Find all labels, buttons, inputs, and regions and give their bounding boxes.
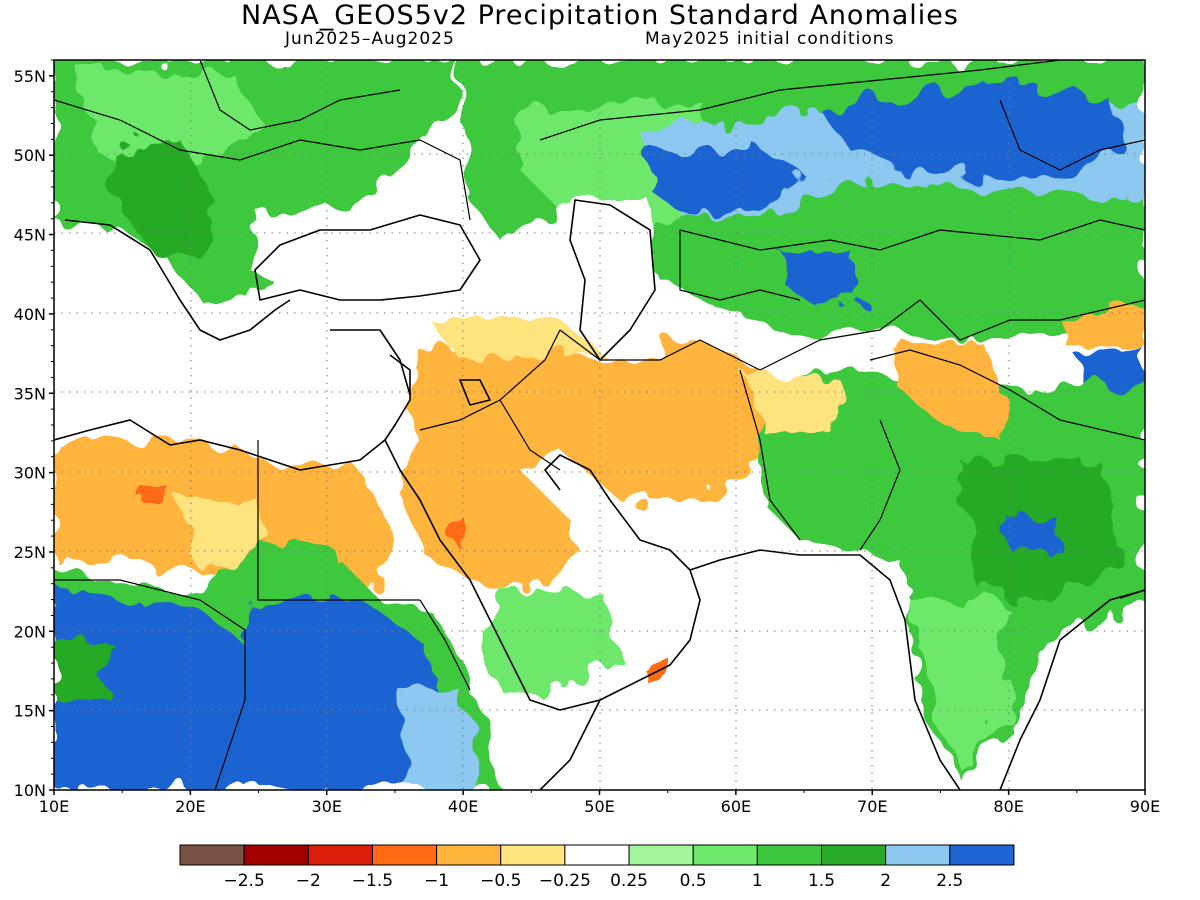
dry-region-tarim [1060, 300, 1145, 350]
colorbar: −2.5 −2 −1.5 −1 −0.5 −0.25 0.25 0.5 1 1.5 2 2.5 [179, 844, 1015, 891]
neutral-caspian [560, 200, 660, 360]
wet-region-yemen [480, 590, 620, 690]
colorbar-swatch [179, 844, 245, 866]
colorbar-label: 1 [752, 871, 763, 891]
wet-region-kazakh-blue [650, 150, 800, 215]
colorbar-swatch [628, 844, 694, 866]
colorbar-swatch [692, 844, 758, 866]
lon-label: 30E [312, 797, 342, 816]
lon-label: 50E [584, 797, 614, 816]
lat-label: 35N [14, 384, 46, 403]
lat-label: 50N [14, 146, 46, 165]
colorbar-label: −1.5 [352, 871, 393, 891]
colorbar-swatch [371, 844, 438, 866]
lat-label: 20N [14, 622, 46, 641]
lon-label: 40E [448, 797, 478, 816]
colorbar-swatch [307, 844, 373, 866]
lon-label: 20E [175, 797, 205, 816]
lat-label: 55N [14, 67, 46, 86]
colorbar-swatch [500, 844, 566, 866]
colorbar-swatch [243, 844, 309, 866]
colorbar-label: 1.5 [808, 871, 835, 891]
country-borders [54, 60, 1145, 790]
wet-region-europe-light [80, 70, 260, 170]
dry-region-kashmir-outer [890, 340, 1010, 440]
lon-label: 70E [857, 797, 887, 816]
colorbar-swatch [564, 844, 630, 866]
colorbar-label: −0.25 [539, 871, 591, 891]
dry-region-iran-light [430, 320, 600, 360]
map-title: NASA_GEOS5v2 Precipitation Standard Anom… [241, 0, 959, 31]
wet-region-india-south [910, 600, 1010, 770]
wet-region-russia-blue [820, 80, 1120, 180]
forecast-period: Jun2025–Aug2025 [285, 29, 455, 49]
neutral-arabian-sea [600, 560, 930, 790]
colorbar-label: 0.25 [610, 871, 648, 891]
lat-label: 15N [14, 702, 46, 721]
dry-region-pakistan [740, 370, 840, 440]
colorbar-label: −0.5 [480, 871, 521, 891]
wet-region-chad-green [54, 640, 110, 700]
dry-region-oman [640, 660, 670, 680]
lon-label: 90E [1130, 797, 1160, 816]
colorbar-label: −2.5 [224, 871, 265, 891]
dry-region-arabia-core [455, 525, 472, 545]
colorbar-swatch [949, 844, 1015, 866]
colorbar-swatch [885, 844, 951, 866]
anomaly-field [54, 60, 1145, 790]
lat-label: 30N [14, 464, 46, 483]
colorbar-swatch [756, 844, 822, 866]
dry-region-north-africa-light [180, 500, 260, 570]
longitude-axis: 10E 20E 30E 40E 50E 60E 70E 80E 90E [39, 790, 1160, 816]
initial-conditions: May2025 initial conditions [645, 29, 895, 49]
lon-label: 60E [721, 797, 751, 816]
dry-region-libya [140, 485, 170, 500]
coastlines [54, 199, 1145, 790]
wet-region-aral-blue [780, 250, 860, 310]
wet-region-sudan-green [270, 545, 340, 590]
colorbar-label: 2 [880, 871, 891, 891]
colorbar-swatch [821, 844, 887, 866]
wet-region-balkans [110, 140, 215, 260]
colorbar-label: 2.5 [936, 871, 963, 891]
lat-label: 40N [14, 305, 46, 324]
wet-region-bengal-blue [1000, 510, 1060, 550]
lon-label: 10E [39, 797, 69, 816]
colorbar-label: −2 [296, 871, 321, 891]
wet-region-sahel-blue [54, 590, 470, 790]
colorbar-swatch [436, 844, 502, 866]
lat-label: 25N [14, 543, 46, 562]
latitude-axis: 55N 50N 45N 40N 35N 30N 25N 20N 15N 10N [14, 59, 54, 800]
colorbar-label: 0.5 [680, 871, 707, 891]
lat-label: 10N [14, 781, 46, 800]
lat-label: 45N [14, 226, 46, 245]
colorbar-label: −1 [424, 871, 449, 891]
graticule [54, 60, 1145, 790]
wet-region-sahel-lightblue [400, 690, 480, 790]
lon-label: 80E [993, 797, 1023, 816]
